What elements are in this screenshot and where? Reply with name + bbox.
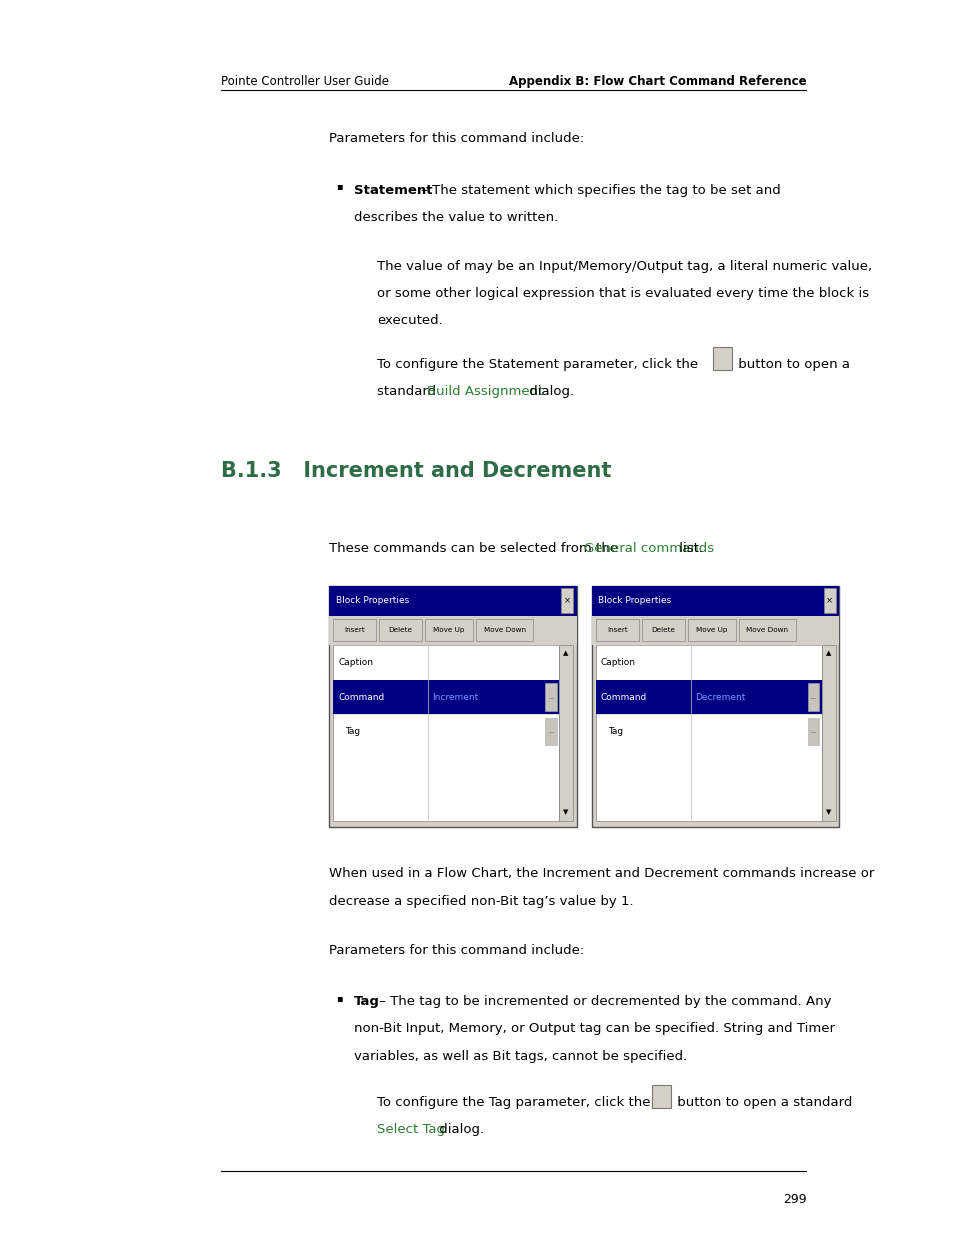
- FancyBboxPatch shape: [687, 619, 736, 641]
- FancyBboxPatch shape: [329, 585, 576, 615]
- Text: Decrement: Decrement: [695, 693, 744, 701]
- FancyBboxPatch shape: [595, 619, 639, 641]
- Text: ...: ...: [658, 1097, 664, 1105]
- Text: ▼: ▼: [825, 810, 831, 815]
- FancyBboxPatch shape: [329, 585, 576, 826]
- Text: Tag: Tag: [354, 995, 379, 1008]
- FancyBboxPatch shape: [595, 679, 821, 714]
- Text: Pointe Controller User Guide: Pointe Controller User Guide: [221, 75, 389, 89]
- Text: Appendix B: Flow Chart Command Reference: Appendix B: Flow Chart Command Reference: [508, 75, 805, 89]
- Text: ▼: ▼: [563, 810, 568, 815]
- Text: Block Properties: Block Properties: [335, 597, 408, 605]
- FancyBboxPatch shape: [558, 645, 573, 820]
- FancyBboxPatch shape: [641, 619, 684, 641]
- Text: Caption: Caption: [337, 658, 373, 667]
- Text: To configure the Tag parameter, click the: To configure the Tag parameter, click th…: [376, 1095, 654, 1109]
- FancyBboxPatch shape: [329, 615, 576, 645]
- Text: dialog.: dialog.: [525, 385, 574, 398]
- Text: standard: standard: [376, 385, 440, 398]
- FancyBboxPatch shape: [424, 619, 473, 641]
- Text: ...: ...: [810, 694, 816, 699]
- Text: ×: ×: [563, 597, 570, 605]
- FancyBboxPatch shape: [595, 645, 821, 820]
- Text: Delete: Delete: [651, 627, 675, 634]
- Text: Caption: Caption: [600, 658, 636, 667]
- FancyBboxPatch shape: [333, 679, 558, 714]
- Text: Tag: Tag: [345, 727, 360, 736]
- Text: ▲: ▲: [825, 650, 831, 656]
- Text: ...: ...: [547, 729, 554, 734]
- Text: Parameters for this command include:: Parameters for this command include:: [329, 944, 584, 957]
- Text: Increment: Increment: [432, 693, 478, 701]
- Text: button to open a: button to open a: [733, 358, 848, 370]
- Text: decrease a specified non-Bit tag’s value by 1.: decrease a specified non-Bit tag’s value…: [329, 894, 634, 908]
- Text: Select Tag: Select Tag: [376, 1123, 445, 1136]
- Text: – The tag to be incremented or decremented by the command. Any: – The tag to be incremented or decrement…: [375, 995, 830, 1008]
- Text: Insert: Insert: [606, 627, 627, 634]
- Text: describes the value to written.: describes the value to written.: [354, 211, 558, 224]
- Text: non-Bit Input, Memory, or Output tag can be specified. String and Timer: non-Bit Input, Memory, or Output tag can…: [354, 1023, 834, 1035]
- Text: General commands: General commands: [583, 542, 713, 556]
- Text: When used in a Flow Chart, the Increment and Decrement commands increase or: When used in a Flow Chart, the Increment…: [329, 867, 874, 881]
- FancyBboxPatch shape: [333, 645, 558, 820]
- FancyBboxPatch shape: [651, 1084, 670, 1108]
- Text: Parameters for this command include:: Parameters for this command include:: [329, 132, 584, 146]
- Text: ...: ...: [810, 729, 816, 734]
- FancyBboxPatch shape: [378, 619, 422, 641]
- Text: B.1.3   Increment and Decrement: B.1.3 Increment and Decrement: [221, 461, 611, 480]
- FancyBboxPatch shape: [476, 619, 533, 641]
- Text: executed.: executed.: [376, 314, 442, 327]
- Text: ...: ...: [718, 359, 725, 368]
- FancyBboxPatch shape: [545, 683, 556, 710]
- Text: variables, as well as Bit tags, cannot be specified.: variables, as well as Bit tags, cannot b…: [354, 1050, 686, 1062]
- Text: Move Down: Move Down: [745, 627, 787, 634]
- FancyBboxPatch shape: [807, 683, 819, 710]
- Text: 299: 299: [781, 1193, 805, 1207]
- Text: Delete: Delete: [388, 627, 412, 634]
- FancyBboxPatch shape: [333, 619, 375, 641]
- Text: Block Properties: Block Properties: [598, 597, 671, 605]
- FancyBboxPatch shape: [712, 347, 731, 370]
- FancyBboxPatch shape: [822, 588, 835, 613]
- Text: The value of may be an Input/Memory/Output tag, a literal numeric value,: The value of may be an Input/Memory/Outp…: [376, 259, 871, 273]
- Text: Move Up: Move Up: [433, 627, 464, 634]
- Text: Statement: Statement: [354, 184, 432, 196]
- FancyBboxPatch shape: [592, 585, 839, 826]
- Text: list.: list.: [675, 542, 702, 556]
- Text: – The statement which specifies the tag to be set and: – The statement which specifies the tag …: [416, 184, 780, 196]
- Text: Build Assignment: Build Assignment: [427, 385, 543, 398]
- Text: ×: ×: [825, 597, 832, 605]
- Text: To configure the Statement parameter, click the: To configure the Statement parameter, cl…: [376, 358, 701, 370]
- Text: ▪: ▪: [336, 993, 343, 1003]
- FancyBboxPatch shape: [821, 645, 835, 820]
- FancyBboxPatch shape: [592, 585, 839, 615]
- Text: ▲: ▲: [563, 650, 568, 656]
- Text: These commands can be selected from the: These commands can be selected from the: [329, 542, 622, 556]
- Text: ▪: ▪: [336, 182, 343, 191]
- FancyBboxPatch shape: [560, 588, 573, 613]
- FancyBboxPatch shape: [592, 615, 839, 645]
- Text: Move Down: Move Down: [483, 627, 525, 634]
- Text: ...: ...: [547, 694, 554, 699]
- Text: button to open a standard: button to open a standard: [672, 1095, 851, 1109]
- Text: or some other logical expression that is evaluated every time the block is: or some other logical expression that is…: [376, 287, 868, 300]
- Text: Insert: Insert: [344, 627, 365, 634]
- FancyBboxPatch shape: [738, 619, 795, 641]
- FancyBboxPatch shape: [545, 718, 556, 745]
- Text: dialog.: dialog.: [435, 1123, 484, 1136]
- Text: Command: Command: [337, 693, 384, 701]
- FancyBboxPatch shape: [807, 718, 819, 745]
- Text: Command: Command: [600, 693, 646, 701]
- Text: Move Up: Move Up: [696, 627, 727, 634]
- Text: Tag: Tag: [607, 727, 622, 736]
